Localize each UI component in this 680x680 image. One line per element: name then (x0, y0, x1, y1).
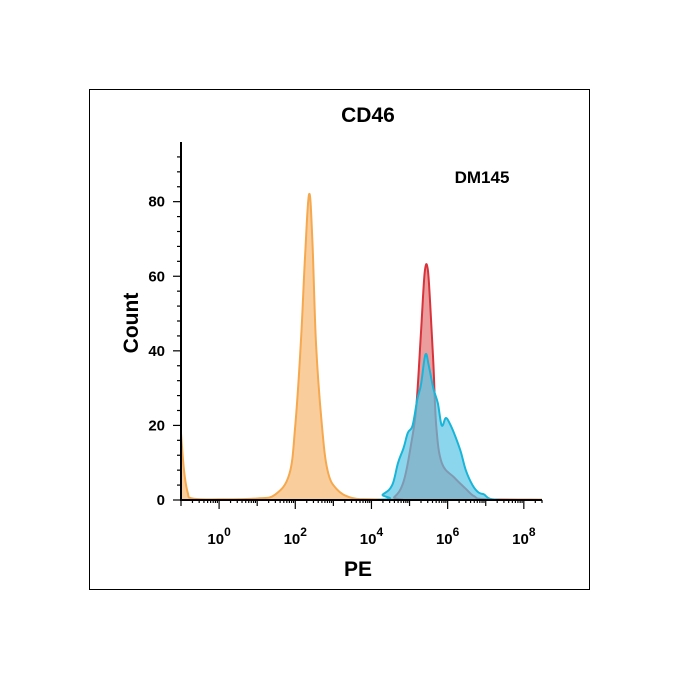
x-tick-label: 102 (284, 525, 308, 548)
y-tick-label: 0 (157, 492, 165, 509)
y-tick-label: 40 (148, 343, 165, 360)
histogram-chart: CD46 DM145 PE Count 0 20 40 60 80 100 102 104 10… (120, 104, 543, 581)
x-tick-label: 106 (436, 525, 460, 548)
series-3-fill (181, 353, 542, 500)
sample-annotation: DM145 (455, 168, 510, 187)
axes-layer (173, 142, 543, 509)
y-tick-label: 20 (148, 417, 165, 434)
series-layer (180, 193, 543, 502)
tick-labels: 0 20 40 60 80 100 102 104 106 108 (148, 194, 536, 548)
chart-title: CD46 (341, 104, 395, 127)
series-2-line (181, 263, 543, 502)
y-axis-label: Count (120, 293, 143, 354)
x-tick-label: 108 (512, 525, 536, 548)
series-2-fill (181, 264, 542, 500)
x-tick-label: 104 (360, 525, 384, 548)
chart-frame: CD46 DM145 PE Count 0 20 40 60 80 100 102 104 10… (89, 89, 590, 590)
series-1-fill (181, 193, 542, 500)
y-tick-label: 80 (148, 194, 165, 211)
series-1-line (180, 193, 542, 501)
series-3-line (181, 352, 542, 502)
y-tick-label: 60 (148, 268, 165, 285)
x-axis-label: PE (344, 558, 372, 581)
x-tick-label: 100 (207, 525, 231, 548)
